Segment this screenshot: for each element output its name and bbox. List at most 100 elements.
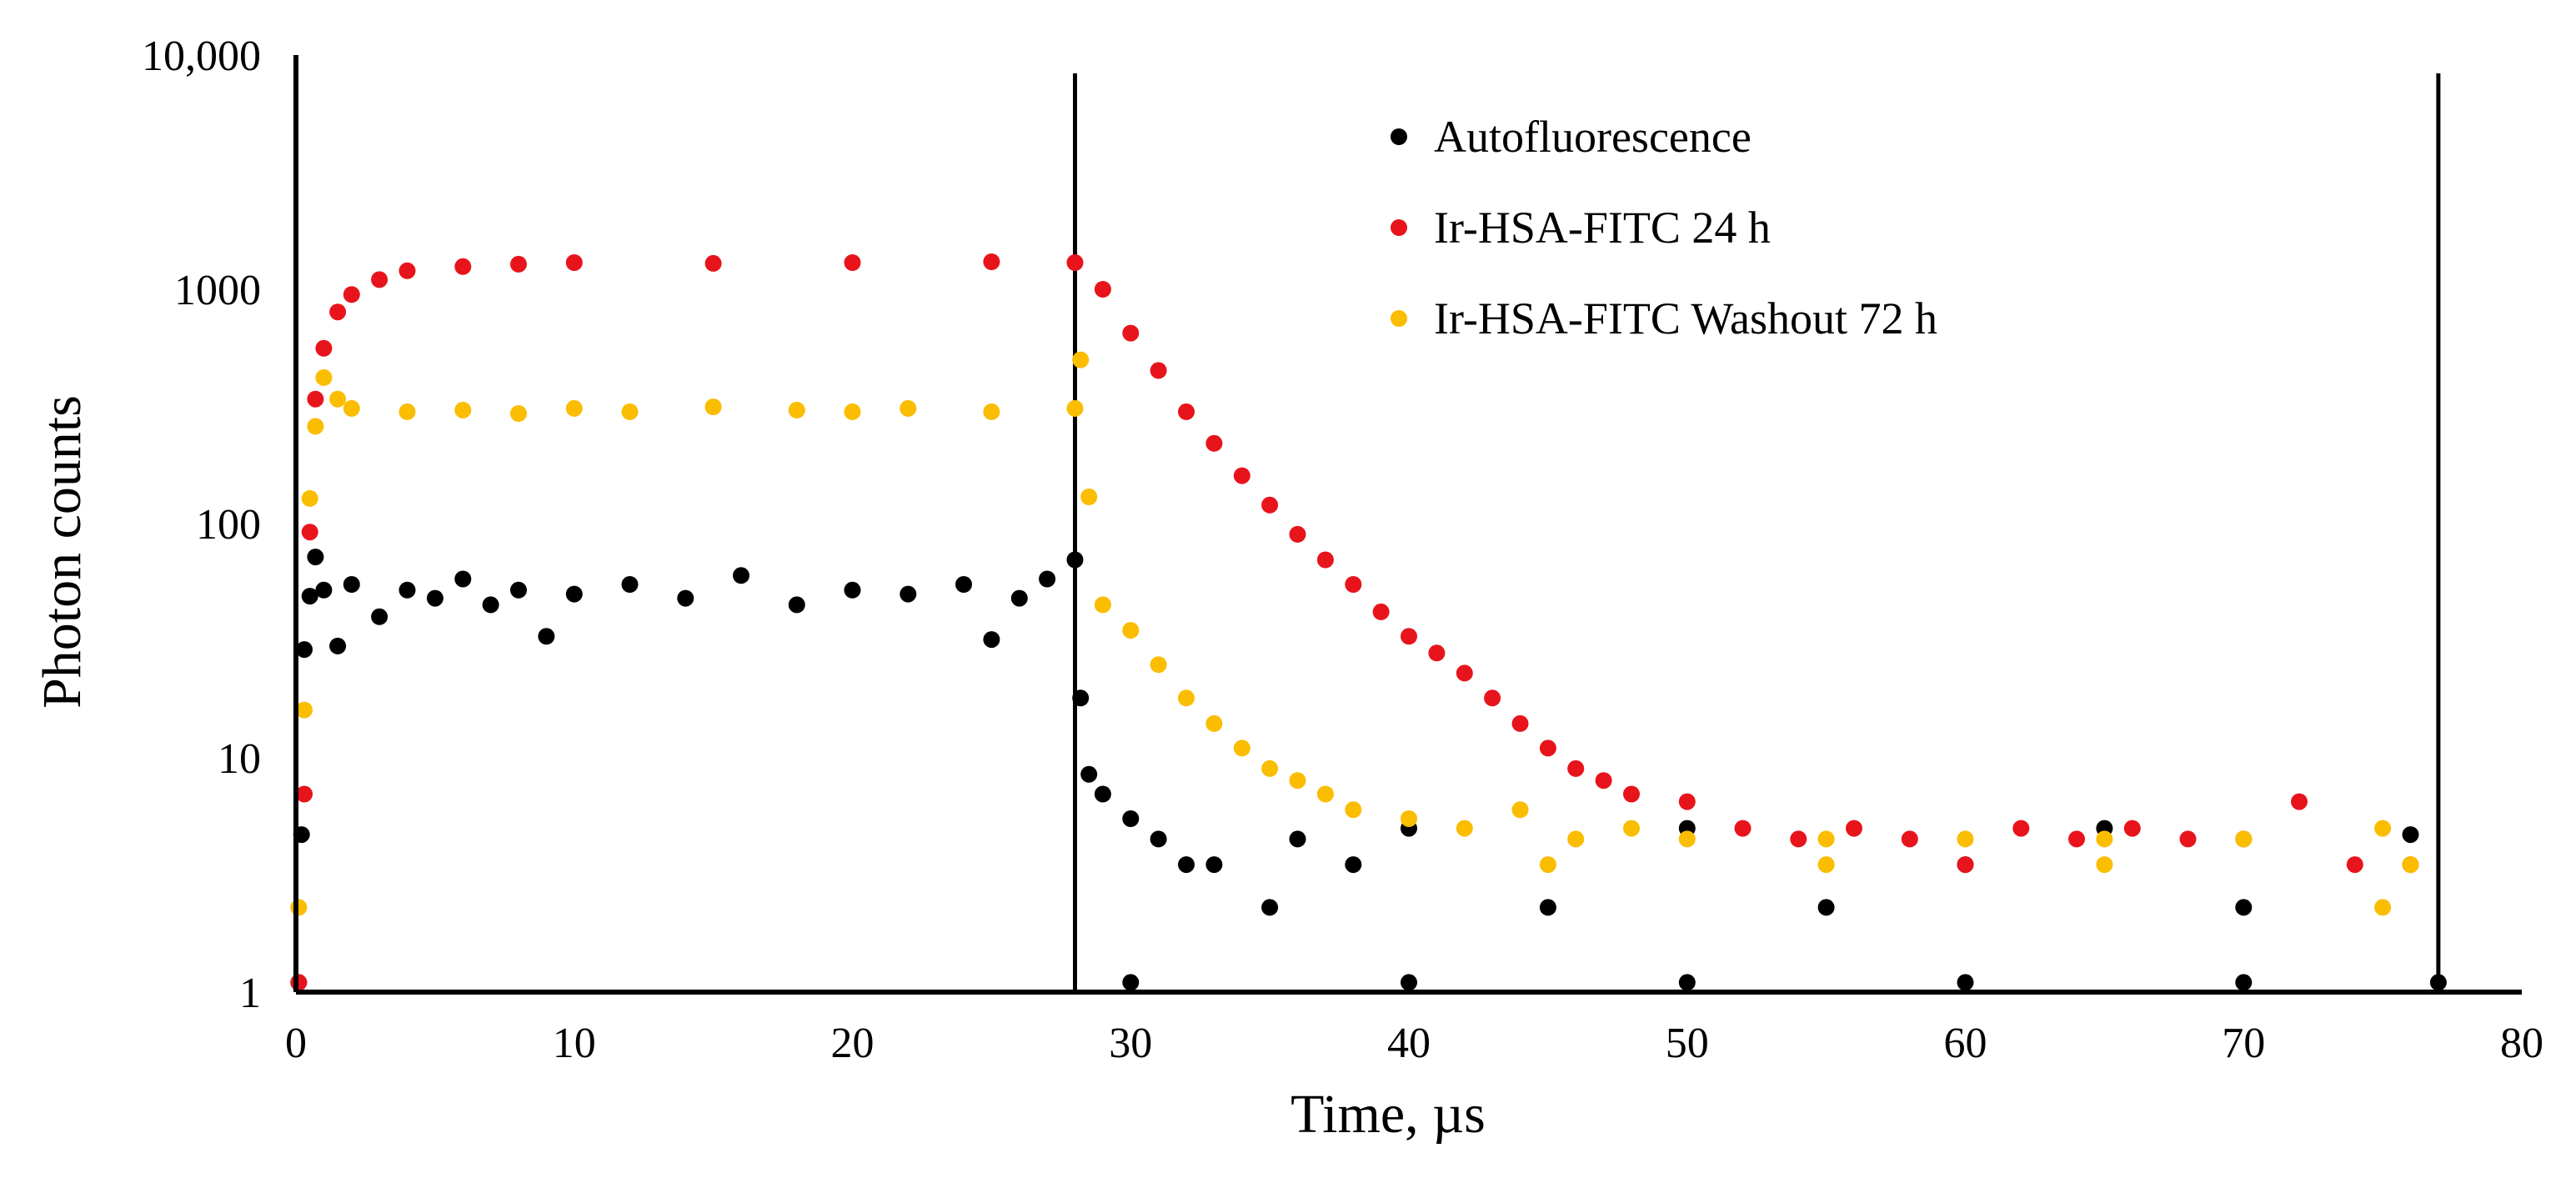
data-point-autofluorescence — [510, 581, 527, 599]
data-point-autofluorescence — [329, 637, 347, 654]
data-point-ir-hsa-fitc-24-h — [1484, 689, 1501, 707]
data-point-ir-hsa-fitc-washout-72-h — [343, 399, 360, 417]
data-point-ir-hsa-fitc-washout-72-h — [704, 399, 722, 415]
data-point-autofluorescence — [2235, 974, 2253, 991]
x-tick-label: 60 — [1944, 1020, 1987, 1067]
data-point-ir-hsa-fitc-24-h — [2123, 820, 2141, 837]
data-point-autofluorescence — [538, 628, 555, 645]
data-point-autofluorescence — [621, 576, 639, 593]
data-point-ir-hsa-fitc-washout-72-h — [315, 368, 333, 386]
data-point-ir-hsa-fitc-washout-72-h — [1150, 656, 1167, 674]
data-point-ir-hsa-fitc-washout-72-h — [454, 401, 472, 419]
data-point-autofluorescence — [1261, 899, 1279, 916]
data-point-ir-hsa-fitc-24-h — [1623, 785, 1640, 803]
data-point-ir-hsa-fitc-washout-72-h — [1289, 772, 1306, 790]
legend: Autofluorescence Ir-HSA-FITC 24 h Ir-HSA-F… — [1391, 112, 1937, 343]
data-point-autofluorescence — [1094, 785, 1111, 803]
data-point-ir-hsa-fitc-24-h — [1289, 525, 1306, 543]
data-point-autofluorescence — [788, 596, 805, 614]
data-point-ir-hsa-fitc-washout-72-h — [307, 418, 324, 435]
data-point-ir-hsa-fitc-24-h — [2012, 820, 2030, 837]
data-point-ir-hsa-fitc-24-h — [454, 258, 472, 275]
legend-label-autofluorescence: Autofluorescence — [1434, 112, 1752, 162]
x-tick-label: 70 — [2222, 1020, 2265, 1067]
data-point-ir-hsa-fitc-24-h — [1122, 324, 1140, 342]
data-point-ir-hsa-fitc-washout-72-h — [1957, 830, 1974, 848]
data-point-ir-hsa-fitc-24-h — [2068, 830, 2085, 848]
data-point-ir-hsa-fitc-washout-72-h — [1205, 714, 1223, 732]
axes — [293, 55, 2522, 995]
data-point-autofluorescence — [565, 585, 583, 603]
data-point-ir-hsa-fitc-24-h — [1233, 467, 1250, 484]
data-point-autofluorescence — [900, 585, 917, 603]
data-point-autofluorescence — [1080, 765, 1098, 783]
data-point-ir-hsa-fitc-24-h — [1539, 739, 1556, 757]
y-tick-label: 100 — [196, 501, 261, 549]
reference-lines — [1073, 73, 2441, 992]
data-point-ir-hsa-fitc-washout-72-h — [2402, 856, 2419, 874]
y-axis-title: Photon counts — [32, 395, 93, 709]
legend-marker-ir-hsa-fitc-24-h — [1391, 219, 1407, 236]
data-point-ir-hsa-fitc-24-h — [565, 254, 583, 271]
x-tick-label: 50 — [1666, 1020, 1709, 1067]
data-point-autofluorescence — [2429, 974, 2447, 991]
data-point-ir-hsa-fitc-24-h — [1178, 403, 1195, 420]
data-point-ir-hsa-fitc-24-h — [1205, 434, 1223, 452]
data-point-autofluorescence — [1957, 974, 1974, 991]
data-point-autofluorescence — [398, 581, 416, 599]
data-point-autofluorescence — [1817, 899, 1835, 916]
data-point-ir-hsa-fitc-washout-72-h — [510, 405, 527, 422]
data-point-ir-hsa-fitc-24-h — [1595, 772, 1612, 790]
data-point-autofluorescence — [1401, 974, 1417, 991]
data-point-autofluorescence — [2235, 899, 2253, 916]
data-point-autofluorescence — [1539, 899, 1556, 916]
data-point-autofluorescence — [1072, 689, 1090, 707]
legend-marker-ir-hsa-fitc-washout-72-h — [1391, 310, 1407, 327]
data-point-ir-hsa-fitc-24-h — [1428, 644, 1446, 662]
data-point-ir-hsa-fitc-24-h — [398, 262, 416, 279]
tick-labels: 0 10 20 30 40 50 60 70 80 1 10 100 1000 10,000 — [142, 33, 2543, 1067]
data-point-autofluorescence — [1150, 830, 1167, 848]
data-point-autofluorescence — [1122, 974, 1140, 991]
data-point-autofluorescence — [955, 576, 972, 593]
data-point-ir-hsa-fitc-washout-72-h — [1567, 830, 1585, 848]
y-tick-label: 1 — [239, 970, 261, 1017]
data-point-autofluorescence — [1010, 589, 1028, 607]
data-point-autofluorescence — [301, 588, 318, 605]
data-point-ir-hsa-fitc-washout-72-h — [1316, 785, 1334, 803]
x-tick-label: 20 — [831, 1020, 875, 1067]
data-point-ir-hsa-fitc-washout-72-h — [1072, 351, 1090, 368]
data-point-ir-hsa-fitc-24-h — [1790, 830, 1807, 848]
data-point-ir-hsa-fitc-24-h — [371, 271, 388, 288]
data-point-ir-hsa-fitc-washout-72-h — [1122, 622, 1140, 639]
data-point-ir-hsa-fitc-washout-72-h — [1094, 596, 1111, 614]
data-point-ir-hsa-fitc-washout-72-h — [1456, 820, 1473, 837]
data-point-ir-hsa-fitc-washout-72-h — [1678, 830, 1696, 848]
data-point-autofluorescence — [1039, 570, 1056, 588]
data-point-ir-hsa-fitc-24-h — [1401, 628, 1417, 645]
data-point-autofluorescence — [1178, 856, 1195, 874]
data-point-ir-hsa-fitc-washout-72-h — [398, 403, 416, 420]
data-point-ir-hsa-fitc-washout-72-h — [788, 401, 805, 419]
data-point-autofluorescence — [733, 567, 749, 584]
data-point-ir-hsa-fitc-washout-72-h — [621, 403, 639, 420]
data-point-ir-hsa-fitc-washout-72-h — [1261, 759, 1279, 777]
data-point-ir-hsa-fitc-washout-72-h — [844, 403, 861, 420]
data-point-ir-hsa-fitc-washout-72-h — [1401, 810, 1417, 827]
data-point-ir-hsa-fitc-24-h — [1372, 603, 1390, 620]
data-point-ir-hsa-fitc-washout-72-h — [2096, 856, 2113, 874]
data-point-ir-hsa-fitc-24-h — [343, 286, 360, 303]
data-point-ir-hsa-fitc-24-h — [1678, 793, 1696, 810]
data-point-ir-hsa-fitc-24-h — [1066, 254, 1084, 271]
x-tick-label: 10 — [553, 1020, 596, 1067]
data-point-ir-hsa-fitc-washout-72-h — [1817, 830, 1835, 848]
data-point-autofluorescence — [454, 570, 472, 588]
data-point-ir-hsa-fitc-24-h — [1846, 820, 1862, 837]
data-point-ir-hsa-fitc-24-h — [1511, 714, 1529, 732]
y-tick-label: 10 — [218, 735, 261, 783]
data-point-ir-hsa-fitc-24-h — [290, 974, 308, 991]
data-point-ir-hsa-fitc-24-h — [315, 339, 333, 357]
data-point-autofluorescence — [426, 589, 444, 607]
data-point-ir-hsa-fitc-washout-72-h — [1233, 739, 1250, 757]
data-point-ir-hsa-fitc-24-h — [2346, 856, 2363, 874]
